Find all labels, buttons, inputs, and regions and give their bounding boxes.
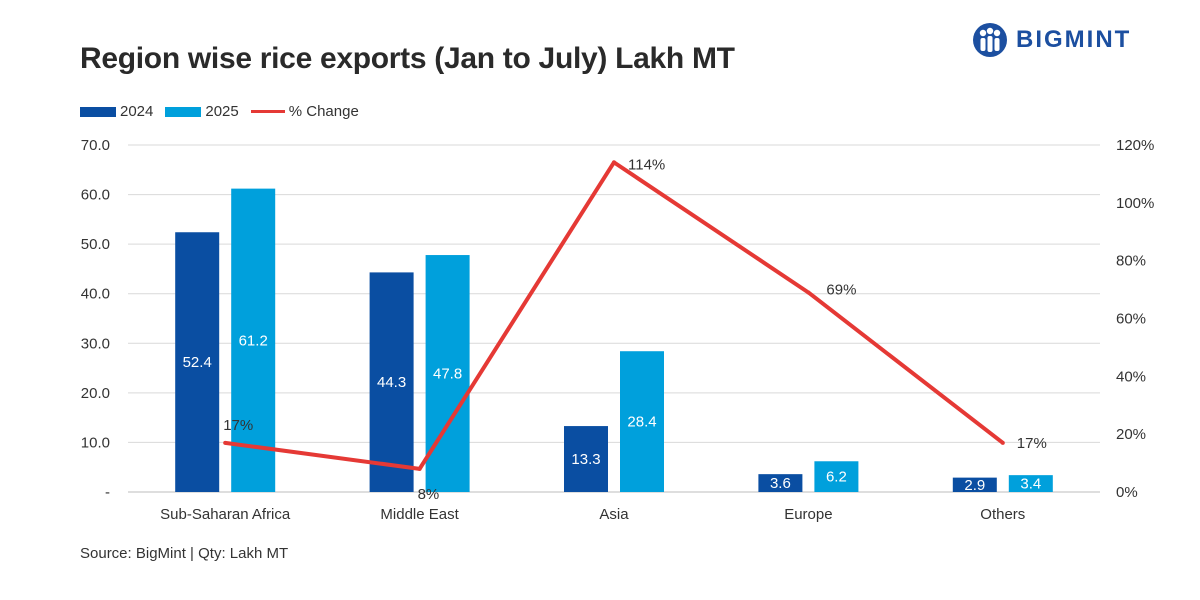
y-right-tick-label: 20% [1116,426,1146,443]
bar-value-label: 47.8 [433,366,462,383]
line-point [1000,440,1005,445]
legend-label-2024: 2024 [120,103,154,120]
chart-legend: 2024 2025 % Change [80,103,371,120]
bar-2025 [814,461,859,492]
logo-text: BIGMINT [1016,26,1132,53]
y-left-tick-label: 30.0 [81,335,110,352]
bigmint-logo: BIGMINT [972,22,1131,58]
bar-value-label: 6.2 [826,469,847,486]
y-right-tick-label: 80% [1116,253,1146,270]
x-tick-label: Europe [784,506,832,523]
bar-value-label: 52.4 [183,354,212,371]
y-right-tick-label: 100% [1116,195,1154,212]
bar-value-label: 2.9 [964,477,985,494]
bar-2025 [231,188,276,492]
y-left-tick-label: 70.0 [81,137,110,154]
bar-2024 [369,272,414,492]
line-point [806,290,811,295]
logo-icon [973,23,1007,57]
bar-value-label: 13.3 [571,451,600,468]
bar-2025 [425,255,470,492]
source-note: Source: BigMint | Qty: Lakh MT [80,545,289,562]
bar-2024 [758,474,803,492]
line-value-label: 114% [628,156,665,173]
legend-swatch-2024 [80,106,116,117]
bar-value-label: 3.6 [770,475,791,492]
bar-value-label: 44.3 [377,374,406,391]
y-left-tick-label: 50.0 [81,236,110,253]
bar-2024 [952,477,997,492]
y-left-tick-label: - [105,484,110,501]
line-percent-change [224,160,1005,471]
y-right-tick-label: 0% [1116,484,1138,501]
y-left-tick-label: 20.0 [81,385,110,402]
bar-value-label: 28.4 [627,414,656,431]
legend-item-2025: 2025 [165,103,239,120]
x-tick-label: Others [980,506,1025,523]
bar-value-label: 3.4 [1020,476,1041,493]
bar-2025 [620,351,664,492]
line-point [223,440,228,445]
bar-2024 [564,426,608,492]
line-value-label: 17% [1017,435,1047,452]
y-left-tick-label: 60.0 [81,187,110,204]
bar-2025 [1008,475,1053,492]
x-tick-label: Asia [599,506,629,523]
legend-swatch-change [250,110,285,113]
legend-item-2024: 2024 [80,103,153,120]
x-tick-label: Middle East [380,506,459,523]
line-point [612,160,616,165]
y-left-tick-label: 40.0 [81,286,110,303]
legend-label-2025: 2025 [205,103,239,120]
y-right-tick-label: 60% [1116,311,1146,328]
chart-title: Region wise rice exports (Jan to July) L… [80,42,735,75]
legend-swatch-2025 [165,106,202,117]
x-tick-label: Sub-Saharan Africa [160,506,291,523]
bar-value-label: 61.2 [239,332,268,349]
y-right-tick-label: 40% [1116,368,1146,385]
legend-label-change: % Change [288,103,359,120]
line-value-label: 8% [418,486,440,503]
line-point [417,466,422,471]
y-right-tick-label: 120% [1116,137,1154,154]
bar-2024 [175,232,220,492]
line-value-label: 17% [223,417,253,434]
legend-item-change: % Change [250,103,359,120]
line-value-label: 69% [826,281,856,298]
y-left-tick-label: 10.0 [81,434,110,451]
